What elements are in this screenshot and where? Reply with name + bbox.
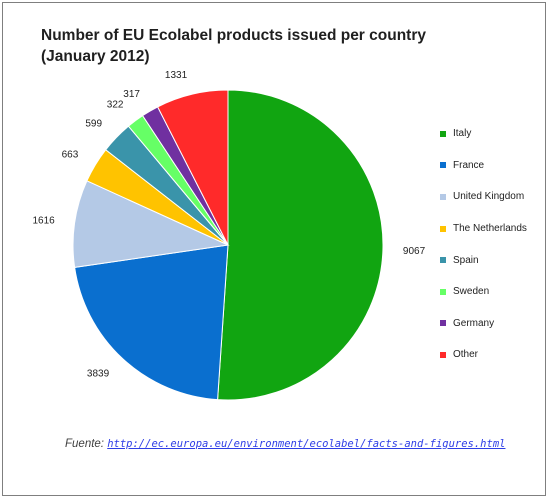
legend-swatch bbox=[440, 257, 446, 264]
source-link[interactable]: http://ec.europa.eu/environment/ecolabel… bbox=[107, 438, 506, 450]
data-label-italy: 9067 bbox=[403, 246, 426, 257]
legend-swatch bbox=[440, 320, 446, 327]
legend-item-the-netherlands: The Netherlands bbox=[440, 213, 527, 245]
legend-swatch bbox=[440, 288, 446, 295]
legend-swatch bbox=[440, 225, 446, 232]
legend-label: France bbox=[453, 159, 485, 171]
legend-label: United Kingdom bbox=[453, 191, 525, 203]
legend-label: Italy bbox=[453, 128, 472, 140]
legend-label: Spain bbox=[453, 254, 479, 266]
legend-label: Germany bbox=[453, 317, 495, 329]
pie-slice-united-kingdom bbox=[72, 180, 230, 268]
data-label-the-netherlands: 663 bbox=[62, 149, 79, 160]
legend-label: Other bbox=[453, 349, 479, 361]
legend-item-sweden: Sweden bbox=[440, 276, 527, 308]
source-note: Fuente: http://ec.europa.eu/environment/… bbox=[65, 438, 505, 450]
legend-item-germany: Germany bbox=[440, 308, 527, 340]
data-label-sweden: 322 bbox=[107, 100, 124, 111]
pie-slice-france bbox=[74, 244, 229, 401]
data-label-spain: 599 bbox=[85, 118, 102, 129]
data-label-germany: 317 bbox=[123, 89, 140, 100]
chart-title: Number of EU Ecolabel products issued pe… bbox=[41, 27, 426, 65]
pie-slice-italy bbox=[217, 89, 384, 401]
chart-legend: Italy France United Kingdom The Netherlands… bbox=[440, 118, 527, 371]
source-prefix: Fuente: bbox=[65, 438, 104, 450]
legend-item-other: Other bbox=[440, 339, 527, 371]
legend-swatch bbox=[440, 162, 446, 169]
legend-label: Sweden bbox=[453, 286, 490, 298]
legend-swatch bbox=[440, 130, 446, 137]
data-label-france: 3839 bbox=[87, 368, 110, 379]
legend-item-france: France bbox=[440, 150, 527, 182]
pie-slice-other bbox=[156, 89, 229, 246]
legend-item-spain: Spain bbox=[440, 244, 527, 276]
legend-item-italy: Italy bbox=[440, 118, 527, 150]
data-label-united-kingdom: 1616 bbox=[32, 215, 55, 226]
data-label-other: 1331 bbox=[165, 70, 188, 81]
legend-label: The Netherlands bbox=[453, 223, 527, 235]
legend-swatch bbox=[440, 351, 446, 358]
legend-item-united-kingdom: United Kingdom bbox=[440, 181, 527, 213]
legend-swatch bbox=[440, 193, 446, 200]
